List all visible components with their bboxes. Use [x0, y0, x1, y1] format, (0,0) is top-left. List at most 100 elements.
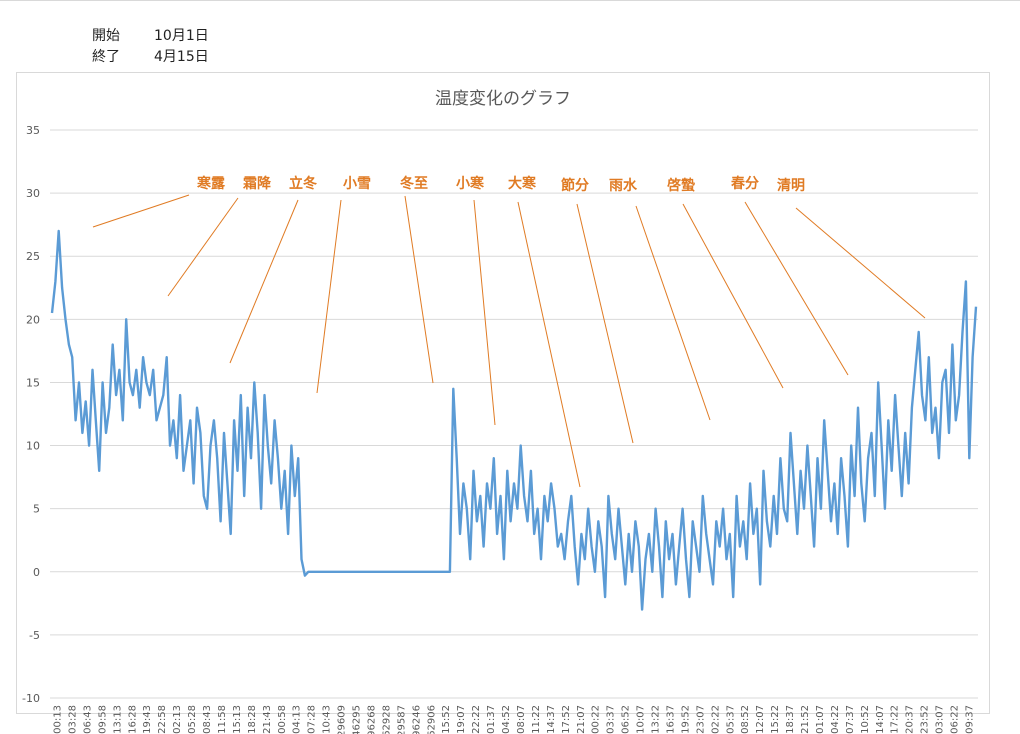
annotation-leader-line	[316, 199, 342, 394]
x-tick-label: 0322 10:52	[860, 705, 871, 734]
annotation-leader-line	[682, 203, 784, 389]
y-tick-label: 35	[26, 124, 40, 137]
x-tick-label: 0316 04:22	[830, 705, 841, 734]
x-tick-label: 1026 02:13	[172, 705, 183, 734]
x-axis-ticks: 1001 00:13 1004 03:28 1007 06:43 1010 09:58…	[53, 705, 976, 734]
x-tick-label: 1104 11:58	[217, 705, 228, 734]
x-tick-label: 1010 09:58	[97, 705, 108, 734]
x-tick-label: .500462906	[426, 705, 437, 734]
x-tick-label: 0407 03:07	[935, 705, 946, 734]
x-tick-label: 1107 15:13	[232, 705, 243, 734]
x-tick-label: 1019 19:43	[142, 705, 153, 734]
x-tick-label: .52129609	[337, 705, 348, 734]
annotation-leader-line	[744, 201, 849, 376]
x-tick-label: 0212 19:52	[680, 705, 691, 734]
x-tick-label: .77546295	[352, 705, 363, 734]
solar-term-label: 大寒	[508, 175, 537, 192]
x-tick-label: 0309 21:52	[800, 705, 811, 734]
end-label: 終了	[92, 49, 120, 65]
x-tick-label: 0319 07:37	[845, 705, 856, 734]
solar-term-label: 冬至	[400, 175, 428, 192]
x-tick-label: 0303 15:22	[770, 705, 781, 734]
solar-term-annotations: 寒露 霜降 立冬 小雪 冬至 小寒 大寒 節分 雨水 啓蟄 春分 清明	[92, 175, 926, 488]
start-label: 開始	[92, 28, 120, 44]
y-axis-ticks: -10 -5 0 5 10 15 20 25 30 35	[22, 124, 40, 705]
top-border-line	[0, 0, 1020, 1]
x-tick-label: 0206 13:22	[651, 705, 662, 734]
x-tick-label: 0306 18:37	[785, 705, 796, 734]
solar-term-label: 寒露	[197, 175, 226, 192]
x-tick-label: 0413 09:37	[965, 705, 976, 734]
annotation-leader-line	[795, 207, 926, 319]
x-tick-label: 1016 16:28	[127, 705, 138, 734]
x-tick-label: 0203 10:07	[636, 705, 647, 734]
solar-term-label: 小寒	[456, 175, 485, 192]
y-tick-label: 5	[33, 503, 40, 516]
temperature-series	[50, 229, 978, 611]
x-tick-label: 0313 01:07	[815, 705, 826, 734]
annotation-leader-line	[92, 194, 190, 228]
y-tick-label: 10	[26, 440, 40, 453]
x-tick-label: 0222 05:37	[725, 705, 736, 734]
grid-lines	[50, 129, 978, 699]
end-row: 終了 4月15日	[92, 46, 209, 66]
x-tick-label: .346296246	[411, 705, 422, 734]
chart-title: 温度変化のグラフ	[435, 89, 571, 109]
x-tick-label: 1120 04:13	[292, 705, 303, 734]
annotation-leader-line	[167, 197, 239, 297]
y-tick-label: 15	[26, 376, 40, 389]
start-row: 開始 10月1日	[92, 25, 209, 45]
x-tick-label: 1013 13:13	[112, 705, 123, 734]
x-tick-label: 0106 04:52	[501, 705, 512, 734]
x-tick-label: 0215 23:07	[695, 705, 706, 734]
x-tick-label: 1029 05:28	[187, 705, 198, 734]
annotation-leader-line	[229, 199, 299, 364]
end-value: 4月15日	[154, 49, 209, 65]
y-tick-label: -10	[22, 692, 40, 705]
annotation-leader-line	[517, 201, 581, 488]
x-tick-label: .292129587	[396, 705, 407, 734]
x-tick-label: 1117 00:58	[277, 705, 288, 734]
solar-term-label: 清明	[777, 177, 805, 194]
x-tick-label: 0410 06:22	[950, 705, 961, 734]
x-tick-label: 1110 18:28	[247, 705, 258, 734]
x-tick-label: 0118 17:52	[561, 705, 572, 734]
x-tick-label: 0128 03:37	[606, 705, 617, 734]
x-tick-label: .137962928	[381, 705, 392, 734]
x-tick-label: 0328 17:22	[890, 705, 901, 734]
x-tick-label: 1113 21:43	[262, 705, 273, 734]
y-tick-label: 0	[33, 566, 40, 579]
solar-term-label: 立冬	[289, 175, 317, 192]
solar-term-label: 霜降	[242, 175, 272, 192]
x-tick-label: 1126 10:43	[322, 705, 333, 734]
x-tick-label: 0209 16:37	[666, 705, 677, 734]
x-tick-label: 0403 23:52	[920, 705, 931, 734]
y-tick-label: 25	[26, 250, 40, 263]
x-tick-label: 1007 06:43	[82, 705, 93, 734]
x-tick-label: 0131 06:52	[621, 705, 632, 734]
solar-term-label: 雨水	[609, 177, 638, 194]
y-tick-label: 30	[26, 187, 40, 200]
y-tick-label: 20	[26, 313, 40, 326]
x-tick-label: 0115 14:37	[546, 705, 557, 734]
chart-area[interactable]	[16, 72, 990, 714]
x-tick-label: 0331 20:37	[905, 705, 916, 734]
x-tick-label: 0219 02:22	[710, 705, 721, 734]
series-line	[50, 229, 978, 611]
x-tick-label: 1022 22:58	[157, 705, 168, 734]
x-tick-label: 0109 08:07	[516, 705, 527, 734]
annotation-leader-line	[473, 199, 496, 426]
x-tick-label: 1001 00:13	[53, 705, 64, 734]
x-tick-label: 1227 19:07	[456, 705, 467, 734]
x-tick-label: .983796268	[367, 705, 378, 734]
x-tick-label: 1123 07:28	[307, 705, 318, 734]
annotation-leader-line	[404, 195, 434, 384]
x-tick-label: 0121 21:07	[576, 705, 587, 734]
x-tick-label: 1101 08:43	[202, 705, 213, 734]
annotation-leader-line	[576, 203, 634, 444]
x-tick-label: 0112 11:22	[531, 705, 542, 734]
x-tick-label: 0225 08:52	[740, 705, 751, 734]
x-tick-label: 1004 03:28	[68, 705, 79, 734]
x-tick-label: 0103 01:37	[486, 705, 497, 734]
